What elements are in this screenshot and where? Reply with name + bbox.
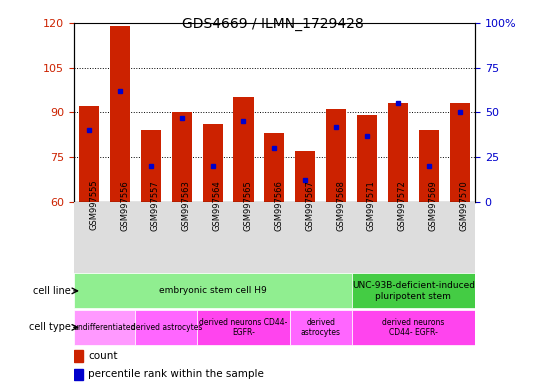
Text: GSM997572: GSM997572 [398, 180, 407, 230]
Bar [197, 310, 290, 345]
Bar [74, 273, 352, 308]
Text: percentile rank within the sample: percentile rank within the sample [88, 369, 264, 379]
Text: GSM997567: GSM997567 [305, 180, 314, 230]
Bar [203, 124, 223, 202]
Text: GSM997565: GSM997565 [244, 180, 252, 230]
Bar [352, 310, 475, 345]
Bar [419, 130, 439, 202]
Text: GSM997568: GSM997568 [336, 180, 345, 230]
Text: derived astrocytes: derived astrocytes [130, 323, 202, 332]
Bar [295, 151, 315, 202]
Text: undifferentiated: undifferentiated [73, 323, 136, 332]
Text: derived neurons
CD44- EGFR-: derived neurons CD44- EGFR- [382, 318, 444, 337]
Bar [74, 369, 84, 380]
Text: derived neurons CD44-
EGFR-: derived neurons CD44- EGFR- [199, 318, 288, 337]
Text: GSM997571: GSM997571 [367, 180, 376, 230]
Text: cell line: cell line [33, 286, 71, 296]
Text: GDS4669 / ILMN_1729428: GDS4669 / ILMN_1729428 [182, 17, 364, 31]
Text: GSM997564: GSM997564 [212, 180, 222, 230]
Bar [357, 115, 377, 202]
Bar [79, 106, 99, 202]
Text: GSM997555: GSM997555 [89, 180, 98, 230]
Bar [74, 310, 135, 345]
Text: GSM997557: GSM997557 [151, 180, 160, 230]
Bar [290, 310, 352, 345]
Bar [135, 310, 197, 345]
Bar [141, 130, 161, 202]
Bar [74, 350, 84, 362]
Text: cell type: cell type [29, 322, 71, 333]
Bar [264, 133, 284, 202]
Text: embryonic stem cell H9: embryonic stem cell H9 [159, 286, 266, 295]
Text: UNC-93B-deficient-induced
pluripotent stem: UNC-93B-deficient-induced pluripotent st… [352, 281, 475, 301]
Bar [234, 98, 253, 202]
Text: GSM997563: GSM997563 [182, 180, 191, 230]
Bar [449, 103, 470, 202]
Bar [172, 113, 192, 202]
Text: GSM997566: GSM997566 [275, 180, 283, 230]
Text: count: count [88, 351, 117, 361]
Bar [388, 103, 408, 202]
Bar [110, 26, 130, 202]
Text: GSM997570: GSM997570 [460, 180, 468, 230]
Bar [326, 109, 346, 202]
Bar [352, 273, 475, 308]
Text: GSM997556: GSM997556 [120, 180, 129, 230]
Text: derived
astrocytes: derived astrocytes [301, 318, 341, 337]
Text: GSM997569: GSM997569 [429, 180, 438, 230]
